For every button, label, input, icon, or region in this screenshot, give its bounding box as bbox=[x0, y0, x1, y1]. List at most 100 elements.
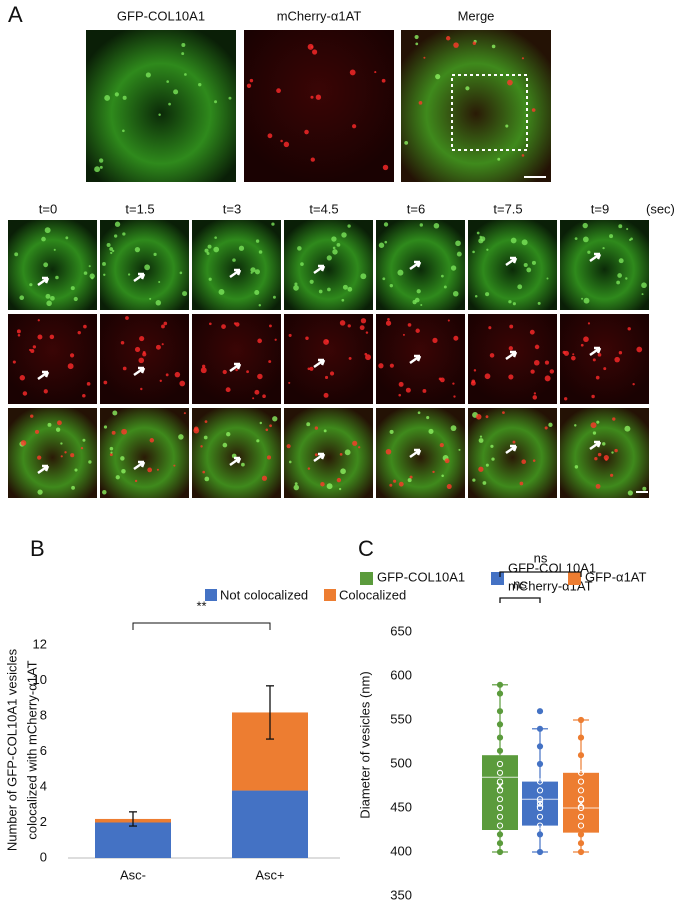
y-tick-label: 450 bbox=[390, 799, 412, 814]
speckle bbox=[587, 322, 591, 325]
legend-label: GFP-α1AT bbox=[585, 569, 647, 584]
speckle bbox=[564, 397, 568, 401]
speckle bbox=[122, 232, 126, 236]
speckle bbox=[104, 95, 111, 101]
speckle bbox=[280, 139, 283, 143]
speckle bbox=[106, 243, 111, 248]
speckle bbox=[478, 438, 484, 443]
speckle bbox=[323, 392, 329, 398]
speckle bbox=[307, 367, 311, 371]
speckle bbox=[485, 415, 489, 419]
time-label: t=9 bbox=[591, 201, 609, 216]
speckle bbox=[37, 455, 42, 460]
speckle bbox=[312, 49, 318, 55]
micrograph bbox=[468, 408, 557, 498]
data-point bbox=[496, 787, 504, 794]
speckle bbox=[416, 289, 421, 294]
speckle bbox=[326, 339, 329, 343]
speckle bbox=[198, 82, 202, 87]
speckle bbox=[438, 377, 442, 381]
speckle bbox=[605, 458, 608, 461]
speckle bbox=[508, 300, 512, 304]
significance-bracket bbox=[499, 597, 541, 603]
speckle bbox=[258, 304, 262, 307]
speckle bbox=[329, 371, 335, 376]
data-point bbox=[536, 725, 544, 732]
speckle bbox=[207, 244, 212, 249]
speckle bbox=[314, 453, 318, 457]
micrograph bbox=[284, 314, 373, 404]
speckle bbox=[327, 287, 331, 292]
speckle bbox=[74, 468, 78, 472]
speckle bbox=[523, 262, 528, 268]
mean-marker bbox=[577, 800, 585, 808]
data-point bbox=[536, 778, 544, 785]
speckle bbox=[307, 467, 311, 470]
data-point bbox=[536, 822, 544, 829]
micrograph bbox=[468, 220, 557, 310]
speckle bbox=[505, 124, 509, 128]
speckle bbox=[393, 479, 397, 483]
speckle bbox=[110, 251, 113, 255]
micrograph bbox=[192, 408, 281, 498]
data-point bbox=[496, 734, 504, 741]
speckle bbox=[112, 410, 118, 416]
micrograph bbox=[192, 220, 281, 310]
data-point bbox=[536, 708, 544, 715]
speckle bbox=[288, 333, 292, 337]
data-point bbox=[536, 848, 544, 856]
data-point bbox=[496, 848, 504, 856]
speckle bbox=[203, 435, 208, 440]
speckle bbox=[417, 411, 421, 415]
legend-label: GFP-COL10A1 bbox=[508, 560, 596, 575]
speckle bbox=[435, 74, 441, 80]
legend-label: Not colocalized bbox=[220, 587, 308, 602]
arrow bbox=[229, 456, 242, 467]
speckle bbox=[603, 455, 609, 461]
speckle bbox=[70, 453, 75, 458]
arrow bbox=[589, 440, 602, 451]
data-point bbox=[496, 813, 504, 820]
arrow bbox=[589, 252, 602, 263]
speckle bbox=[114, 221, 121, 227]
arrow bbox=[505, 256, 518, 267]
speckle bbox=[484, 373, 491, 380]
speckle bbox=[19, 295, 25, 301]
speckle bbox=[111, 430, 116, 435]
y-tick-label: 600 bbox=[390, 667, 412, 682]
speckle bbox=[447, 319, 450, 322]
speckle bbox=[166, 80, 169, 83]
speckle bbox=[46, 300, 52, 307]
speckle bbox=[349, 69, 356, 76]
speckle bbox=[149, 297, 152, 300]
speckle bbox=[249, 78, 254, 83]
speckle bbox=[271, 222, 275, 226]
speckle bbox=[88, 460, 92, 464]
data-point bbox=[536, 804, 544, 812]
speckle bbox=[120, 456, 125, 461]
micrograph bbox=[8, 408, 97, 498]
speckle bbox=[614, 448, 618, 453]
y-tick-label: 0 bbox=[40, 849, 47, 864]
legend-swatch bbox=[568, 572, 581, 585]
speckle bbox=[625, 277, 628, 280]
box bbox=[563, 772, 599, 833]
speckle bbox=[642, 486, 647, 491]
speckle bbox=[103, 425, 108, 429]
data-point bbox=[577, 848, 585, 856]
legend-label: Colocalized bbox=[339, 587, 406, 602]
data-point bbox=[536, 813, 544, 820]
speckle bbox=[257, 338, 262, 344]
speckle bbox=[533, 359, 540, 366]
speckle bbox=[241, 462, 245, 467]
speckle bbox=[159, 379, 162, 382]
speckle bbox=[407, 478, 412, 483]
speckle bbox=[490, 444, 494, 448]
speckle bbox=[103, 273, 106, 277]
speckle bbox=[283, 141, 290, 148]
speckle bbox=[378, 242, 385, 248]
speckle bbox=[339, 320, 346, 326]
arrow bbox=[37, 276, 50, 287]
speckle bbox=[149, 438, 155, 443]
